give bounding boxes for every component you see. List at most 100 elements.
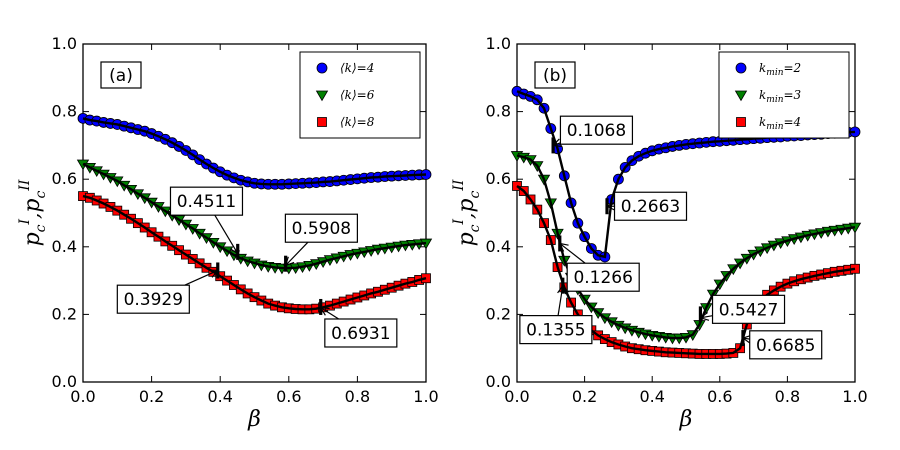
y-tick-label: 0.6: [486, 169, 511, 188]
plot-frame: [82, 43, 427, 383]
x-tick-label: 0.6: [276, 387, 301, 406]
y-tick-label: 0.2: [486, 304, 511, 323]
annotation-arrow: [320, 307, 340, 320]
arrow-head: [605, 201, 616, 211]
arrow-head: [557, 284, 567, 295]
y-label-part: II: [451, 179, 467, 192]
annotation-box: [559, 115, 634, 145]
annotation-box: [169, 186, 244, 216]
annotation-label: 0.1355: [526, 321, 585, 341]
legend-label-part: ⟨k⟩: [340, 88, 357, 102]
x-tick-label: 1.0: [842, 387, 867, 406]
annotation-arrow: [214, 214, 239, 254]
y-label-part: ,: [454, 213, 478, 219]
y-label-part: p: [454, 232, 479, 246]
y-tick-label: 0.0: [486, 372, 511, 391]
y-axis-label: pcI,pcII: [451, 179, 483, 246]
legend-label-sub: min: [766, 95, 783, 105]
annotation: 0.1266: [558, 235, 640, 292]
annotation: 0.4511: [169, 186, 244, 260]
series-line: [82, 162, 427, 270]
y-tick-label: 0.6: [52, 169, 77, 188]
annotation-arrow: [184, 269, 219, 286]
annotation-box: [566, 262, 640, 292]
annotation: 0.2663: [605, 191, 688, 221]
legend-label-part: =2: [784, 61, 802, 75]
legend-label: kmin=4: [759, 115, 801, 132]
legend-label-sub: min: [766, 122, 783, 132]
x-axis-label: β: [247, 407, 261, 432]
y-tick-label: 0.4: [52, 237, 77, 256]
legend-label: kmin=3: [759, 88, 802, 105]
legend-label-part: =3: [784, 88, 802, 102]
arrow-head: [551, 138, 563, 148]
annotation: 0.5908: [284, 213, 358, 272]
legend-label: ⟨k⟩=6: [340, 88, 375, 102]
x-tick-label: 0.8: [345, 387, 370, 406]
annotation-arrow: [700, 315, 713, 319]
annotation: 0.6685: [741, 330, 823, 360]
annotation-label: 0.3929: [124, 290, 183, 310]
legend-label-part: k: [759, 115, 766, 129]
annotation-label: 0.1068: [567, 121, 626, 141]
annotation-box: [324, 318, 398, 348]
x-tick-label: 0.0: [70, 387, 95, 406]
data-point: [512, 181, 522, 191]
annotation-box: [613, 191, 688, 221]
legend-marker: [736, 117, 746, 127]
x-tick-label: 0.8: [775, 387, 800, 406]
y-label-part: I: [17, 218, 33, 225]
y-label-part: II: [17, 179, 33, 192]
annotation: 0.3929: [116, 262, 220, 314]
arrow-head: [558, 242, 569, 252]
x-tick-label: 0.2: [572, 387, 597, 406]
panel-label: (a): [109, 66, 133, 86]
annotation-label: 0.1266: [573, 268, 632, 288]
x-tick-label: 1.0: [413, 387, 438, 406]
annotation-arrow: [559, 242, 586, 264]
series-1: [77, 112, 432, 190]
y-label-part: c: [467, 224, 483, 232]
annotation-label: 0.6685: [756, 336, 815, 356]
legend-label-part: =4: [357, 61, 375, 75]
y-tick-label: 1.0: [52, 34, 77, 53]
y-label-part: p: [454, 198, 479, 212]
plot-frame: [516, 43, 856, 383]
x-tick-label: 0.4: [207, 387, 232, 406]
y-label-part: p: [20, 198, 45, 212]
annotation: 0.1068: [551, 115, 634, 154]
y-label-part: p: [20, 232, 45, 246]
annotation-box: [116, 284, 190, 314]
legend-label-part: =4: [784, 115, 802, 129]
legend-label: ⟨k⟩=8: [340, 115, 375, 129]
y-axis-label: pcI,pcII: [17, 179, 49, 246]
y-label-part: ,: [20, 213, 44, 219]
legend-marker: [316, 62, 328, 74]
series-2: [76, 159, 433, 275]
annotation: 0.6931: [319, 298, 398, 348]
x-axis-label: β: [679, 407, 693, 432]
annotation-arrow: [285, 241, 309, 266]
arrow-head: [741, 334, 752, 344]
y-tick-label: 0.8: [486, 102, 511, 121]
x-tick-label: 0.4: [639, 387, 664, 406]
legend-label-part: =8: [357, 115, 375, 129]
arrow-head: [319, 306, 330, 316]
y-tick-label: 0.2: [52, 304, 77, 323]
legend-marker: [735, 62, 747, 74]
y-tick-label: 0.4: [486, 237, 511, 256]
panel-b: 0.0 0.2 0.4 0.6 0.8 1.00.00.20.40.60.81.0βpcI…: [451, 34, 868, 432]
panel-a: 0.0 0.2 0.4 0.6 0.8 1.00.00.20.40.60.81.0βpcI…: [17, 34, 439, 432]
x-tick-label: 0.0: [504, 387, 529, 406]
series-line: [82, 194, 427, 311]
y-tick-label: 0.0: [52, 372, 77, 391]
y-label-part: c: [467, 190, 483, 198]
x-tick-label: 0.6: [707, 387, 732, 406]
annotation-box: [284, 213, 358, 243]
panel-label-box: [100, 61, 142, 89]
annotation-box: [749, 330, 823, 360]
series-line: [82, 117, 427, 186]
y-label-part: I: [451, 218, 467, 225]
legend-label-part: ⟨k⟩: [340, 61, 357, 75]
